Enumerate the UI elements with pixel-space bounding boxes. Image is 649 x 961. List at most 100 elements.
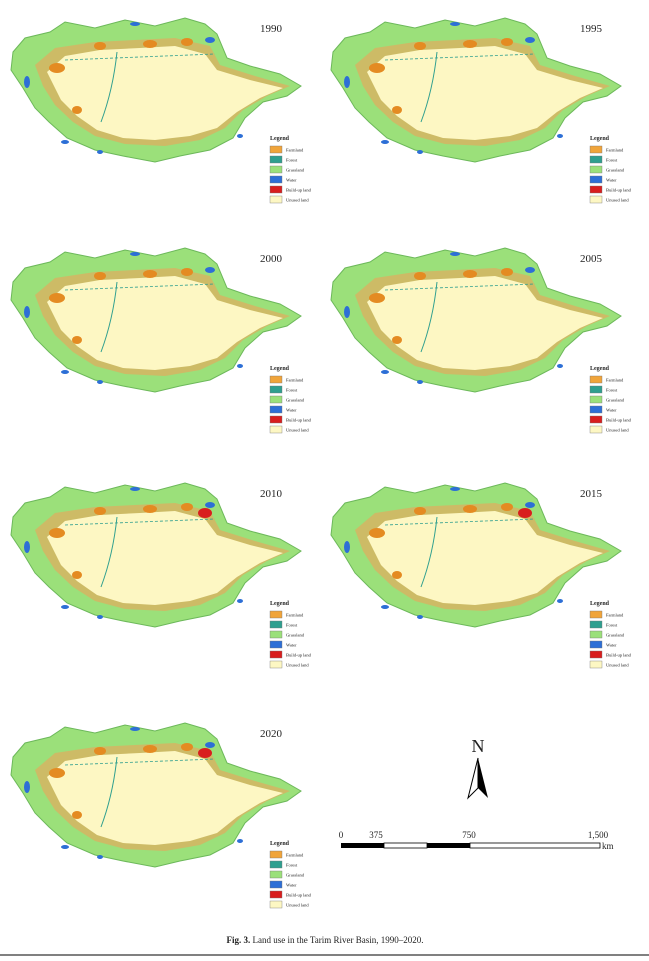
map-panel: 1990 Legend Farmland Forest Grassland Water Bu… <box>10 17 312 204</box>
legend-swatch <box>269 425 283 434</box>
legend-item: Farmland <box>606 613 624 618</box>
legend-item: Farmland <box>606 378 624 383</box>
legend-title: Legend <box>270 366 290 372</box>
map <box>10 482 302 628</box>
map-panel: 2010 Legend Farmland Forest Grassland Water Bu… <box>10 482 312 669</box>
legend: Legend Farmland Forest Grassland Water Build-… <box>269 841 312 909</box>
legend-swatch <box>589 385 603 394</box>
legend-swatch <box>589 640 603 649</box>
legend-swatch <box>589 620 603 629</box>
legend-item: Water <box>286 883 297 888</box>
legend-item: Forest <box>286 863 298 868</box>
map-panel: 1995 Legend Farmland Forest Grassland Water Bu… <box>330 17 632 204</box>
legend-swatch <box>269 145 283 154</box>
legend: Legend Farmland Forest Grassland Water Build-… <box>269 366 312 434</box>
legend-item: Grassland <box>606 633 625 638</box>
legend-item: Farmland <box>286 853 304 858</box>
legend-swatch <box>589 155 603 164</box>
legend-swatch <box>269 660 283 669</box>
map-panel: 2020 Legend Farmland Forest Grassland Water Bu… <box>10 722 312 909</box>
scale-label: 750 <box>462 830 476 840</box>
caption: Fig. 3. Land use in the Tarim River Basi… <box>227 935 424 945</box>
arrow-left <box>467 757 479 800</box>
legend-swatch <box>269 880 283 889</box>
legend-item: Build-up land <box>286 418 312 423</box>
legend-item: Farmland <box>286 148 304 153</box>
legend: Legend Farmland Forest Grassland Water Build-… <box>589 136 632 204</box>
year-label: 1990 <box>260 23 283 35</box>
legend: Legend Farmland Forest Grassland Water Build-… <box>269 601 312 669</box>
legend-item: Build-up land <box>286 893 312 898</box>
legend-swatch <box>589 145 603 154</box>
legend-item: Unused land <box>606 663 629 668</box>
legend-swatch <box>269 185 283 194</box>
build-up-patch <box>198 508 212 518</box>
legend-item: Unused land <box>606 198 629 203</box>
legend-item: Grassland <box>286 168 305 173</box>
legend-item: Unused land <box>286 663 309 668</box>
legend: Legend Farmland Forest Grassland Water Build-… <box>589 601 632 669</box>
legend-item: Build-up land <box>606 188 632 193</box>
legend-title: Legend <box>590 136 610 142</box>
legend-item: Forest <box>286 158 298 163</box>
map <box>10 722 302 868</box>
arrow-right <box>478 758 488 798</box>
legend: Legend Farmland Forest Grassland Water Build-… <box>589 366 632 434</box>
map <box>330 482 622 628</box>
legend-swatch <box>269 385 283 394</box>
legend-item: Forest <box>286 388 298 393</box>
legend-swatch <box>589 375 603 384</box>
legend-swatch <box>269 165 283 174</box>
legend-item: Forest <box>606 623 618 628</box>
legend-item: Farmland <box>606 148 624 153</box>
year-label: 2000 <box>260 253 283 265</box>
legend: Legend Farmland Forest Grassland Water Build-… <box>269 136 312 204</box>
map <box>10 247 302 393</box>
legend-item: Unused land <box>606 428 629 433</box>
legend-item: Grassland <box>286 633 305 638</box>
legend-swatch <box>589 195 603 204</box>
legend-swatch <box>269 870 283 879</box>
legend-item: Build-up land <box>606 653 632 658</box>
legend-swatch <box>269 640 283 649</box>
legend-swatch <box>269 650 283 659</box>
legend-item: Water <box>606 178 617 183</box>
legend-swatch <box>269 405 283 414</box>
legend-swatch <box>269 610 283 619</box>
scale-seg <box>383 842 428 849</box>
year-label: 2015 <box>580 488 603 500</box>
map <box>10 17 302 163</box>
legend-item: Water <box>286 178 297 183</box>
legend-swatch <box>589 405 603 414</box>
legend-item: Unused land <box>286 903 309 908</box>
scale-label: 375 <box>369 830 383 840</box>
map-panel: 2005 Legend Farmland Forest Grassland Water Bu… <box>330 247 632 434</box>
legend-item: Water <box>606 408 617 413</box>
map <box>330 247 622 393</box>
legend-item: Unused land <box>286 428 309 433</box>
caption-label: Fig. 3. <box>227 935 251 945</box>
legend-swatch <box>269 395 283 404</box>
scale-label: 0 <box>339 830 344 840</box>
caption-text: Land use in the Tarim River Basin, 1990–… <box>253 935 424 945</box>
legend-swatch <box>269 850 283 859</box>
legend-swatch <box>269 155 283 164</box>
legend-item: Water <box>286 408 297 413</box>
legend-item: Build-up land <box>286 188 312 193</box>
year-label: 2005 <box>580 253 603 265</box>
legend-item: Forest <box>606 388 618 393</box>
year-label: 2010 <box>260 488 283 500</box>
legend-item: Grassland <box>606 398 625 403</box>
legend-item: Build-up land <box>606 418 632 423</box>
legend-swatch <box>589 630 603 639</box>
legend-swatch <box>589 395 603 404</box>
legend-swatch <box>269 175 283 184</box>
legend-item: Water <box>606 643 617 648</box>
legend-title: Legend <box>270 136 290 142</box>
year-label: 2020 <box>260 728 283 740</box>
build-up-patch <box>198 748 212 758</box>
legend-item: Water <box>286 643 297 648</box>
legend-item: Grassland <box>286 398 305 403</box>
legend-title: Legend <box>590 366 610 372</box>
map-panel: 2000 Legend Farmland Forest Grassland Water Bu… <box>10 247 312 434</box>
